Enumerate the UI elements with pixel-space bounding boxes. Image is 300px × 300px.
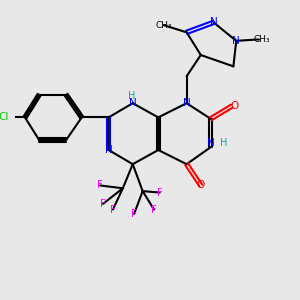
Text: F: F [157,188,163,197]
Text: CH₃: CH₃ [254,35,270,44]
Text: N: N [210,17,218,27]
Text: N: N [105,145,112,155]
Text: N: N [207,138,214,148]
Text: F: F [97,180,103,190]
Text: N: N [183,98,190,108]
Text: Cl: Cl [0,112,9,122]
Text: H: H [128,91,135,101]
Text: F: F [110,205,116,214]
Text: O: O [197,180,205,190]
Text: O: O [231,101,239,111]
Text: F: F [151,205,157,214]
Text: F: F [100,199,106,209]
Text: N: N [129,98,136,108]
Text: F: F [131,209,137,219]
Text: CH₃: CH₃ [156,21,172,30]
Text: H: H [220,138,227,148]
Text: N: N [232,36,240,46]
